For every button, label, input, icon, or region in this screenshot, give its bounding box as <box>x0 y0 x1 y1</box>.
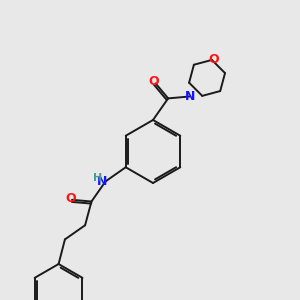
Text: O: O <box>208 53 219 66</box>
Text: O: O <box>65 192 76 205</box>
Text: N: N <box>184 90 195 103</box>
Text: N: N <box>97 175 107 188</box>
Text: H: H <box>93 173 103 183</box>
Text: O: O <box>149 75 159 88</box>
